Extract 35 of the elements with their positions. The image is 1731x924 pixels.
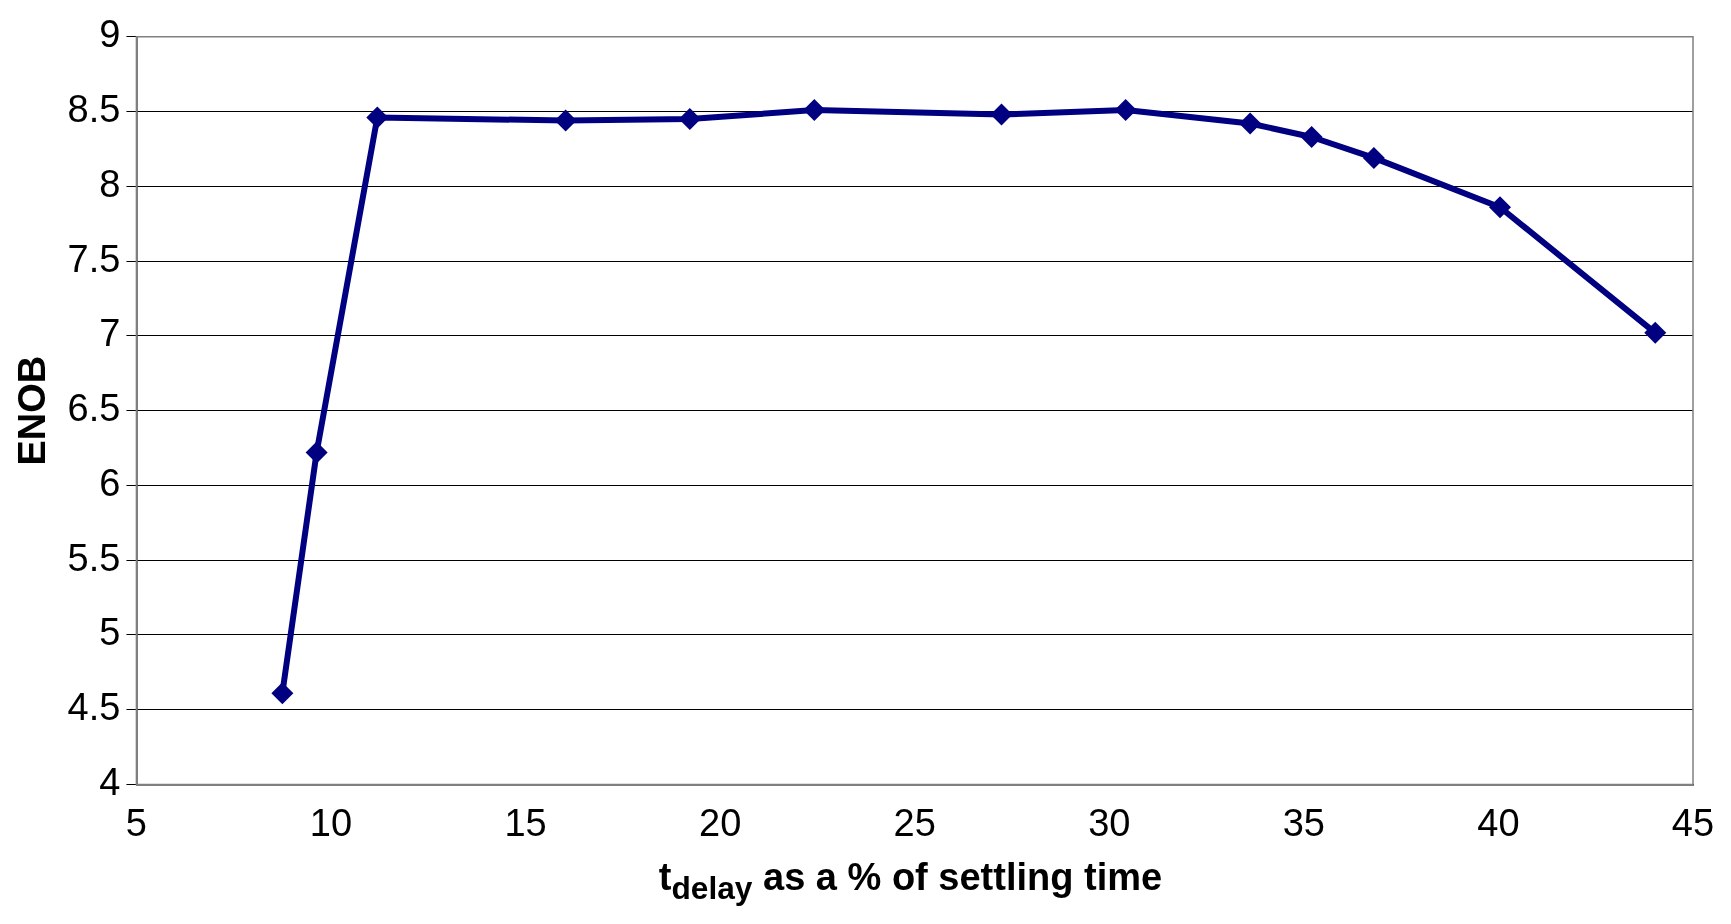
point [803,99,826,122]
point [678,108,701,131]
y-tick-label: 4 [99,760,121,803]
y-tick-label: 6 [99,461,121,504]
point [271,682,294,705]
x-tick-label: 10 [309,801,353,844]
y-tick-label: 9 [99,13,121,56]
y-tick-label: 8.5 [67,88,121,131]
point [1239,112,1262,135]
x-tick-label: 15 [504,801,547,844]
point [1300,125,1323,148]
y-tick-label: 5.5 [67,536,121,579]
y-tick-label: 6.5 [67,387,121,430]
x-tick-label: 35 [1282,801,1325,844]
point [305,441,328,464]
y-axis-title: ENOB [11,355,54,466]
x-tick-label: 25 [893,801,936,844]
y-tick-label: 5 [99,611,121,654]
point [1362,146,1385,169]
x-axis-title: t$_{delay}$ as a % of settling time [657,856,1164,907]
point [554,109,577,132]
x-tick-label: 45 [1671,801,1715,844]
point [1488,196,1511,219]
y-tick-label: 7.5 [67,237,121,280]
x-tick-label: 40 [1477,801,1520,844]
x-tick-label: 20 [699,801,742,844]
y-tick-label: 4.5 [67,686,121,729]
point [990,103,1013,126]
point [1644,321,1667,344]
x-tick-label: 5 [125,801,147,844]
point [366,106,389,129]
x-tick-label: 30 [1088,801,1131,844]
y-tick-label: 7 [99,312,121,355]
y-tick-label: 8 [99,162,121,205]
point [1114,99,1137,122]
